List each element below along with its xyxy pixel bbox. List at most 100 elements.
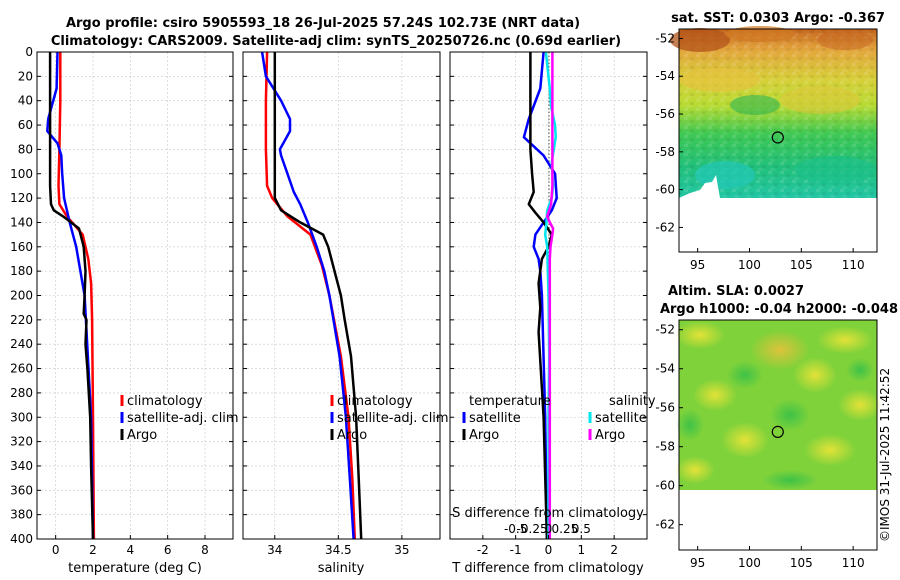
figure-title-line2: Climatology: CARS2009. Satellite-adj cli… (51, 34, 621, 49)
imos-watermark: ©IMOS 31-Jul-2025 11:42:52 (878, 368, 892, 542)
x-tick-label: 34.5 (325, 543, 352, 557)
depth-tick-label: 0 (25, 45, 33, 59)
legend-title-salinity: salinity (609, 394, 656, 409)
sst-map-title: sat. SST: 0.0303 Argo: -0.367 (671, 11, 885, 26)
s-tick-label: 0 (545, 522, 553, 536)
figure-title-line1: Argo profile: csiro 5905593_18 26-Jul-20… (66, 16, 580, 31)
x-tick-label: 0 (545, 543, 553, 557)
x-tick-label: 34 (267, 543, 282, 557)
legend-label: Argo (337, 428, 367, 443)
x-tick-label: -2 (477, 543, 489, 557)
map-y-tick-label: -58 (655, 440, 675, 454)
x-tick-label: 1 (578, 543, 586, 557)
temperature-legend: climatology satellite-adj. clim Argo (120, 394, 239, 443)
series-line-argo (273, 52, 363, 540)
series-line-climatology (264, 51, 357, 540)
depth-tick-label: 40 (18, 94, 33, 108)
legend-label: Argo (595, 428, 625, 443)
x-tick-label: 8 (201, 543, 209, 557)
salinity-panel: 34 34.5 35 climatology satellite-adj. clim A… (242, 51, 449, 576)
legend-title-temperature: temperature (469, 394, 551, 409)
s-tick-label: -0.25 (517, 522, 548, 536)
depth-tick-label: 380 (10, 508, 33, 522)
sla-argo-position-marker (771, 425, 784, 438)
salinity-axes-frame (242, 51, 441, 540)
map-y-tick-label: -60 (655, 183, 675, 197)
sla-map-frame (678, 319, 878, 551)
map-x-tick-label: 100 (738, 556, 761, 570)
sla-map-title-line1: Altim. SLA: 0.0027 (668, 284, 804, 299)
legend-label: Argo (469, 428, 499, 443)
legend-label: satellite (595, 411, 647, 426)
temperature-axes-frame (36, 51, 234, 540)
x-tick-label: 4 (127, 543, 135, 557)
map-y-tick-label: -58 (655, 145, 675, 159)
sst-map-panel: sat. SST: 0.0303 Argo: -0.367 95 100 105 11… (655, 11, 885, 272)
t-difference-xlabel: T difference from climatology (451, 561, 644, 576)
map-y-tick-label: -62 (655, 220, 675, 234)
legend-label: satellite-adj. clim (337, 411, 449, 426)
map-x-tick-label: 105 (790, 258, 813, 272)
map-x-tick-label: 110 (842, 258, 865, 272)
x-tick-label: 35 (394, 543, 409, 557)
map-y-tick-label: -54 (655, 69, 675, 83)
difference-legend: temperature salinity satellite Argo satellit… (462, 394, 656, 443)
x-tick-label: 6 (164, 543, 172, 557)
depth-tick-label: 140 (10, 215, 33, 229)
depth-tick-label: 20 (18, 69, 33, 83)
series-line-satellite-adj-clim (260, 51, 355, 540)
sst-argo-position-marker (771, 131, 784, 144)
map-y-tick-label: -52 (655, 323, 675, 337)
x-tick-label: 0 (52, 543, 60, 557)
depth-tick-label: 340 (10, 459, 33, 473)
depth-tick-label: 60 (18, 118, 33, 132)
depth-tick-label: 80 (18, 142, 33, 156)
x-tick-label: 2 (89, 543, 97, 557)
map-x-tick-label: 100 (738, 258, 761, 272)
legend-label: satellite (469, 411, 521, 426)
series-line-salinity-argo (545, 52, 555, 539)
depth-tick-label: 360 (10, 483, 33, 497)
sla-map-title-line2: Argo h1000: -0.04 h2000: -0.048 (660, 302, 898, 317)
legend-label: Argo (127, 428, 157, 443)
x-tick-label: 2 (610, 543, 618, 557)
s-tick-label: 0.5 (572, 522, 591, 536)
temperature-panel: 0204060801001201401601802002202402602803… (10, 45, 239, 576)
legend-label: climatology (127, 394, 203, 409)
depth-tick-label: 120 (10, 191, 33, 205)
map-y-tick-label: -52 (655, 31, 675, 45)
depth-tick-label: 400 (10, 532, 33, 546)
depth-tick-label: 160 (10, 240, 33, 254)
difference-axes-frame (449, 51, 648, 540)
map-x-tick-label: 110 (842, 556, 865, 570)
map-y-tick-label: -62 (655, 518, 675, 532)
series-line-temperature-argo (527, 52, 554, 540)
legend-label: satellite-adj. clim (127, 411, 239, 426)
depth-tick-label: 200 (10, 289, 33, 303)
depth-tick-label: 260 (10, 362, 33, 376)
temperature-xlabel: temperature (deg C) (68, 561, 202, 576)
series-line-argo (48, 52, 95, 540)
s-difference-xlabel: S difference from climatology (452, 506, 644, 521)
map-y-tick-label: -56 (655, 401, 675, 415)
depth-tick-label: 100 (10, 167, 33, 181)
map-y-tick-label: -60 (655, 479, 675, 493)
sst-field (670, 26, 877, 252)
sla-map-panel: Altim. SLA: 0.0027 Argo h1000: -0.04 h20… (655, 284, 898, 570)
sla-field (675, 320, 882, 550)
depth-tick-label: 300 (10, 410, 33, 424)
salinity-legend: climatology satellite-adj. clim Argo (330, 394, 449, 443)
map-y-tick-label: -56 (655, 107, 675, 121)
depth-tick-label: 240 (10, 337, 33, 351)
salinity-xlabel: salinity (318, 561, 365, 576)
map-x-tick-label: 95 (690, 258, 705, 272)
s-tick-label: 0.25 (552, 522, 579, 536)
depth-tick-label: 180 (10, 264, 33, 278)
depth-tick-label: 280 (10, 386, 33, 400)
sst-map-frame (678, 28, 878, 253)
depth-tick-label: 320 (10, 435, 33, 449)
s-tick-label: -0.5 (504, 522, 527, 536)
series-line-climatology (57, 52, 96, 540)
difference-panel: -2 -1 0 1 2-0.5-0.250 0.250.5 temperature sali… (449, 51, 656, 576)
